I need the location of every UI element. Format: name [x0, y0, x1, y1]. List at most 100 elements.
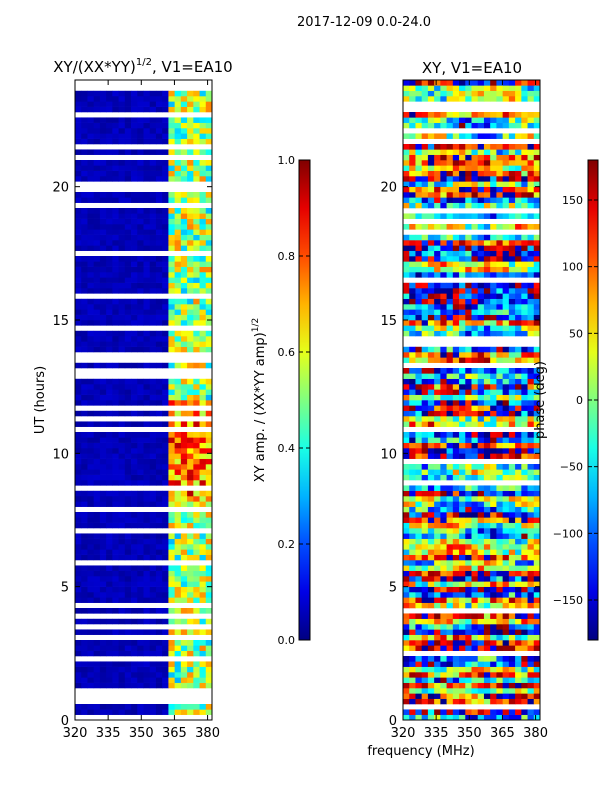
phase-cell: [521, 432, 528, 438]
amp-cell: [118, 229, 126, 235]
phase-cell: [459, 90, 466, 97]
phase-cell: [508, 688, 516, 694]
phase-cell: [508, 693, 516, 699]
phase-cell: [508, 682, 516, 689]
phase-cell: [421, 672, 429, 678]
phase-cell: [427, 272, 435, 278]
phase-cell: [477, 186, 485, 193]
phase-cell: [496, 416, 504, 422]
phase-cell: [515, 442, 522, 449]
phase-cell: [533, 186, 541, 193]
phase-flagged-row: [403, 458, 540, 464]
amp-cell: [174, 208, 182, 214]
amp-cell: [199, 304, 207, 310]
phase-cell: [465, 373, 472, 379]
phase-cell: [415, 576, 423, 582]
phase-cell: [465, 442, 472, 449]
amp-cell: [106, 448, 113, 454]
phase-cell: [427, 586, 435, 593]
phase-cell: [502, 224, 510, 230]
amp-cell: [112, 592, 119, 598]
phase-cell: [527, 597, 535, 603]
amp-cell: [106, 442, 113, 449]
phase-cell: [440, 496, 447, 502]
amp-cell: [87, 138, 95, 145]
phase-cell: [521, 213, 528, 219]
amp-cell: [205, 474, 213, 481]
phase-cell: [421, 506, 429, 513]
phase-cell: [434, 560, 441, 566]
phase-cell: [490, 384, 497, 390]
amp-cell: [199, 138, 207, 145]
phase-cell: [409, 549, 416, 555]
phase-cell: [483, 682, 491, 689]
amp-cell: [112, 234, 119, 241]
amp-cell: [187, 400, 194, 406]
phase-cell: [440, 549, 447, 555]
phase-cell: [465, 501, 472, 507]
amp-cell: [199, 218, 207, 225]
phase-cell: [515, 682, 522, 689]
amp-cell: [155, 138, 163, 145]
amp-cell: [124, 101, 132, 107]
amp-cell: [112, 170, 119, 177]
amp-cell: [75, 384, 82, 390]
phase-cell: [527, 160, 535, 166]
amp-cell: [118, 597, 126, 603]
phase-cell: [427, 202, 435, 209]
phase-cell: [521, 410, 528, 417]
phase-cell: [452, 117, 460, 123]
phase-cell: [440, 144, 447, 150]
amp-cell: [118, 640, 126, 646]
amp-cell: [199, 682, 207, 689]
amp-cell: [193, 304, 200, 310]
amp-cell: [199, 314, 207, 321]
amp-cell: [75, 218, 82, 225]
phase-cell: [421, 410, 429, 417]
phase-cell: [471, 320, 479, 326]
amp-cell: [99, 512, 107, 518]
phase-cell: [403, 506, 410, 513]
phase-cell: [446, 373, 454, 379]
amp-cell: [93, 437, 101, 443]
amp-cell: [205, 384, 213, 390]
phase-cell: [483, 325, 491, 331]
phase-cell: [502, 565, 510, 571]
phase-cell: [409, 453, 416, 459]
phase-cell: [421, 448, 429, 454]
phase-cell: [502, 682, 510, 689]
phase-cell: [434, 634, 441, 641]
phase-cell: [440, 421, 447, 427]
phase-cell: [502, 384, 510, 390]
amp-cell: [168, 565, 176, 571]
phase-cell: [427, 640, 435, 646]
amp-cell: [199, 544, 207, 550]
phase-cell: [452, 688, 460, 694]
amp-cell: [99, 117, 107, 123]
amp-cell: [149, 170, 157, 177]
amp-cell: [118, 581, 126, 587]
amp-cell: [106, 90, 113, 97]
amp-flagged-row: [75, 202, 212, 208]
phase-cell: [452, 448, 460, 454]
amp-cell: [149, 245, 157, 251]
phase-cell: [496, 213, 504, 219]
amp-cell: [168, 400, 176, 406]
phase-cell: [421, 298, 429, 305]
amp-cell: [193, 544, 200, 550]
phase-cell: [471, 266, 479, 273]
phase-cell: [490, 544, 497, 550]
amp-cell: [112, 512, 119, 518]
phase-cell: [496, 677, 504, 683]
phase-cell: [415, 437, 423, 443]
amp-cell: [93, 128, 101, 134]
phase-cell: [434, 522, 441, 529]
phase-cell: [434, 656, 441, 662]
amp-cell: [75, 261, 82, 267]
phase-cell: [421, 400, 429, 406]
phase-cell: [415, 485, 423, 491]
phase-cell: [440, 464, 447, 470]
phase-cell: [471, 304, 479, 310]
phase-cell: [465, 544, 472, 550]
amp-cell: [106, 490, 113, 497]
